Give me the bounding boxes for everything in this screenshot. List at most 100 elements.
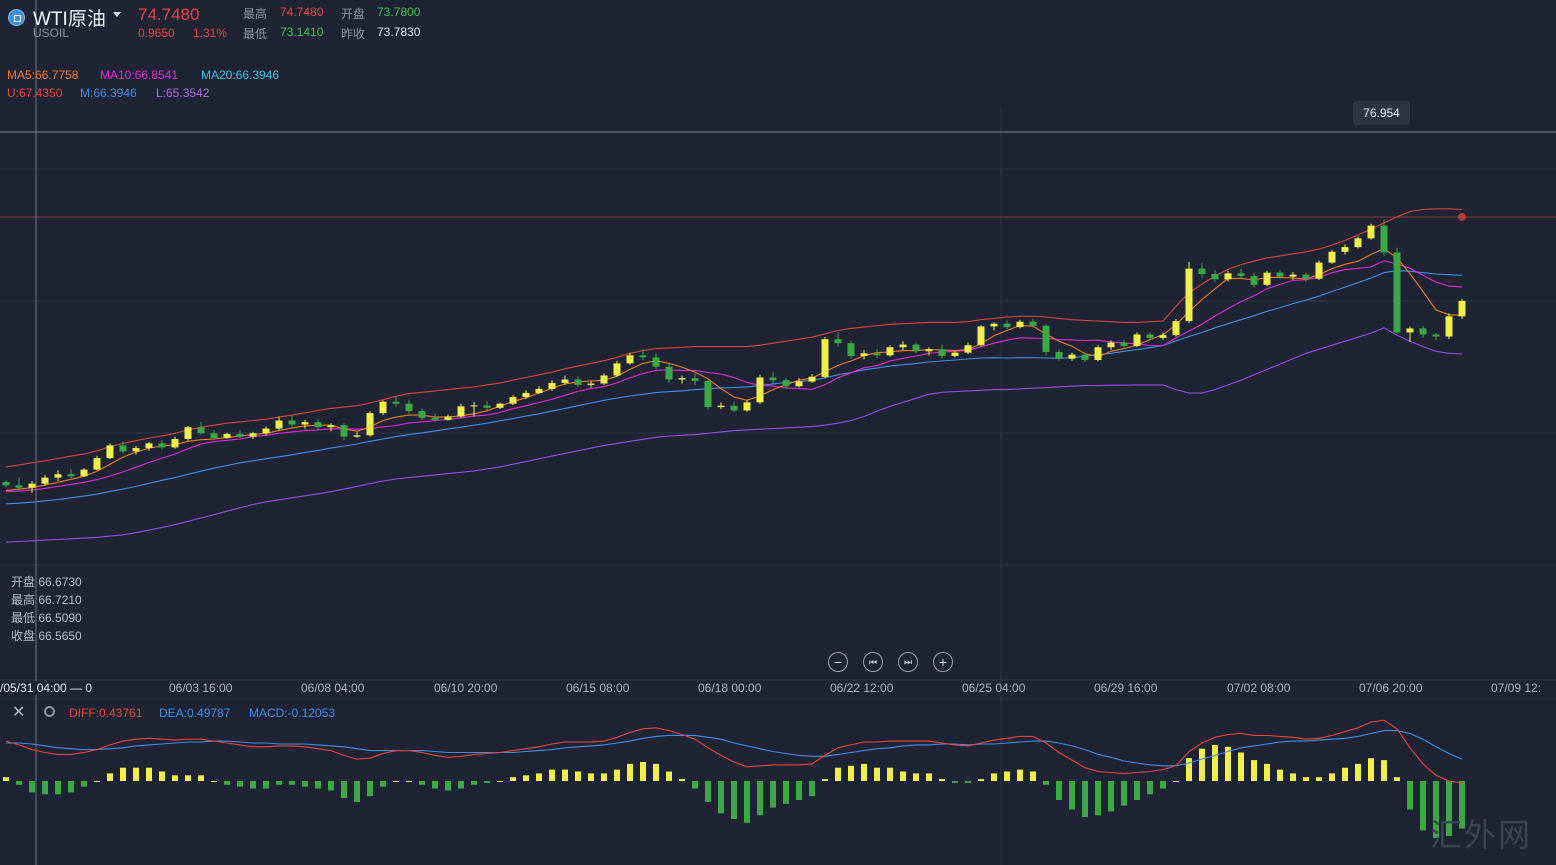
macd-histogram-bar: [627, 763, 633, 781]
chevron-down-icon[interactable]: [113, 12, 121, 17]
candle-body: [418, 411, 426, 418]
macd-histogram-bar: [991, 773, 997, 781]
macd-histogram-bar: [1433, 781, 1439, 838]
candle-body: [54, 474, 62, 478]
candle-body: [1406, 328, 1414, 333]
candle-body: [1042, 325, 1050, 352]
symbol-name[interactable]: WTI原油: [33, 9, 106, 30]
candle-body: [860, 353, 868, 356]
candle-body: [873, 353, 881, 356]
macd-histogram-bar: [588, 773, 594, 781]
macd-histogram-bar: [1160, 781, 1166, 789]
macd-histogram-bar: [1381, 760, 1387, 781]
macd-histogram-bar: [1329, 773, 1335, 781]
ohlc-high: 最高 66.7210: [11, 593, 82, 607]
x-tick-label: 06/03 16:00: [169, 681, 233, 695]
macd-histogram-bar: [1277, 769, 1283, 781]
candle-body: [1081, 354, 1089, 361]
macd-histogram-bar: [1355, 763, 1361, 781]
high-value: 74.7480: [280, 5, 324, 19]
candle-body: [925, 349, 933, 352]
candle-body: [522, 392, 530, 397]
candle-body: [587, 383, 595, 385]
macd-histogram-bar: [692, 781, 698, 789]
macd-histogram-bar: [835, 767, 841, 781]
macd-histogram-bar: [263, 781, 269, 789]
macd-histogram-bar: [393, 781, 399, 782]
low-label: 最低: [243, 27, 268, 41]
candle-body: [1068, 354, 1076, 359]
x-tick-label: 06/10 20:00: [434, 681, 498, 695]
macd-histogram-bar: [1420, 781, 1426, 831]
candle-body: [314, 422, 322, 428]
macd-histogram-bar: [497, 781, 503, 782]
candle-body: [548, 382, 556, 389]
macd-histogram-bar: [367, 781, 373, 797]
candle-body: [1224, 273, 1232, 280]
x-tick-label: 06/22 12:00: [830, 681, 894, 695]
candle-body: [574, 379, 582, 385]
candle-body: [41, 477, 49, 484]
macd-histogram-bar: [887, 767, 893, 781]
candle-body: [184, 427, 192, 439]
prev-button[interactable]: ⏮: [863, 652, 883, 672]
macd-histogram-bar: [562, 769, 568, 781]
macd-histogram-bar: [1264, 763, 1270, 781]
candle-body: [1445, 316, 1453, 337]
macd-histogram-bar: [913, 773, 919, 781]
candle-body: [93, 458, 101, 470]
candle-body: [990, 323, 998, 327]
price-tag: 76.954: [1353, 101, 1410, 125]
macd-histogram-bar: [1030, 771, 1036, 781]
macd-histogram-bar: [1095, 781, 1101, 816]
candle-body: [730, 405, 738, 411]
candle-body: [1289, 274, 1297, 277]
macd-histogram-bar: [900, 771, 906, 781]
candle-body: [665, 366, 673, 380]
macd-histogram-bar: [536, 773, 542, 781]
macd-histogram-bar: [68, 781, 74, 793]
macd-histogram-bar: [1446, 781, 1452, 837]
candle-body: [444, 416, 452, 420]
instrument-logo-icon: [8, 9, 25, 26]
next-button[interactable]: ⏭: [898, 652, 918, 672]
macd-histogram-bar: [211, 781, 217, 782]
macd-histogram-bar: [29, 781, 35, 793]
zoom-in-button[interactable]: +: [933, 652, 953, 672]
macd-histogram-bar: [822, 779, 828, 781]
close-icon[interactable]: ✕: [12, 704, 26, 721]
macd-histogram-bar: [3, 777, 9, 781]
candle-body: [171, 438, 179, 448]
legend-ma20: MA20:66.3946: [201, 68, 280, 82]
macd-histogram-bar: [120, 767, 126, 781]
macd-histogram-bar: [939, 779, 945, 781]
macd-histogram-bar: [1199, 748, 1205, 781]
candle-body: [639, 355, 647, 358]
candle-body: [132, 448, 140, 452]
macd-histogram-bar: [185, 775, 191, 781]
macd-histogram-bar: [926, 773, 932, 781]
zoom-out-button[interactable]: −: [828, 652, 848, 672]
candle-body: [119, 445, 127, 452]
macd-histogram-bar: [731, 781, 737, 819]
candle-body: [1302, 274, 1310, 279]
prev-close-label: 昨收: [341, 27, 366, 41]
candle-body: [886, 347, 894, 356]
macd-histogram-bar: [848, 765, 854, 781]
macd-histogram-bar: [1121, 781, 1127, 806]
candle-body: [1029, 321, 1037, 326]
macd-histogram-bar: [94, 781, 100, 782]
ohlc-low: 最低 66.5090: [11, 611, 82, 625]
macd-histogram-bar: [1316, 777, 1322, 781]
macd-value-label: MACD:-0.12053: [249, 706, 336, 720]
macd-histogram-bar: [289, 781, 295, 785]
macd-histogram-bar: [1186, 758, 1192, 781]
macd-histogram-bar: [861, 763, 867, 781]
candle-body: [288, 420, 296, 425]
macd-dea-label: DEA:0.49787: [159, 706, 231, 720]
candle-body: [1380, 225, 1388, 253]
macd-histogram-bar: [146, 767, 152, 781]
gear-icon[interactable]: [44, 706, 55, 717]
candle-body: [834, 339, 842, 344]
